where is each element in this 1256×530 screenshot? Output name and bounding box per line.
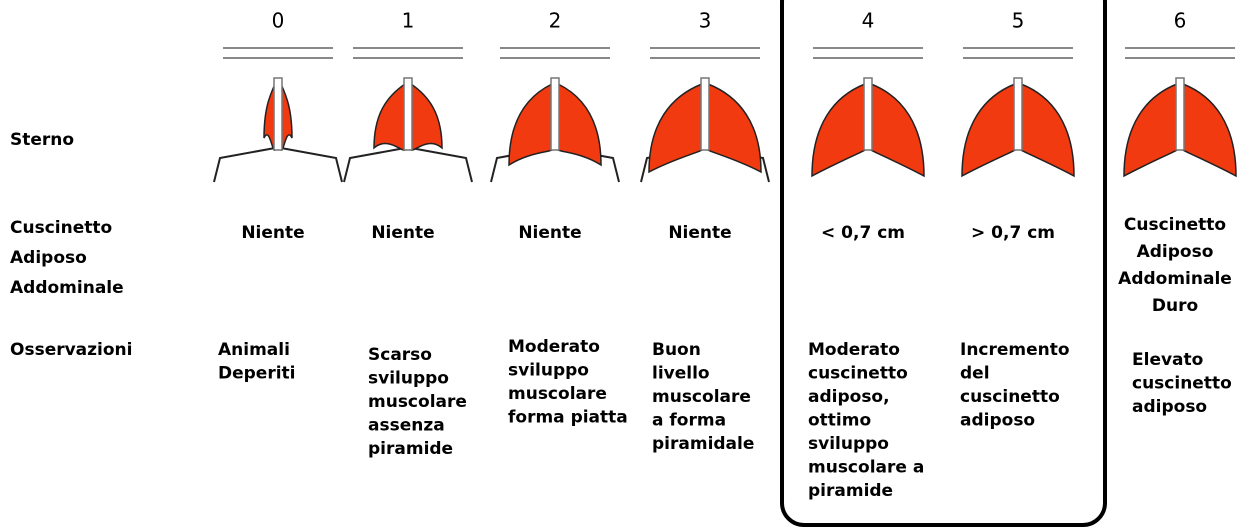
keel — [863, 77, 873, 151]
keel — [403, 77, 413, 151]
row-label: Sterno — [10, 130, 74, 150]
note: piramidale — [652, 434, 754, 454]
note: Scarso — [368, 345, 432, 365]
fat-value: Adiposo — [1137, 242, 1214, 262]
score: 6 — [1174, 9, 1187, 33]
body-outline — [213, 147, 276, 183]
row-label: Osservazioni — [10, 340, 133, 360]
note: adiposo, — [808, 387, 890, 407]
score: 4 — [862, 9, 875, 33]
keel — [273, 77, 283, 151]
note: del — [960, 364, 990, 384]
note: Incremento — [960, 340, 1070, 360]
muscle — [508, 82, 553, 167]
note: livello — [652, 364, 710, 384]
note: assenza — [368, 416, 445, 436]
muscle — [811, 82, 866, 178]
fat-value: Addominale — [1118, 269, 1232, 289]
score: 2 — [549, 9, 562, 33]
keel — [1175, 77, 1185, 151]
fat-value: Niente — [668, 223, 731, 243]
muscle — [1020, 82, 1075, 178]
highlight-box — [780, 0, 1107, 527]
muscle — [707, 82, 762, 174]
fat-value: < 0,7 cm — [821, 223, 905, 243]
note: Buon — [652, 340, 701, 360]
fat-value: Niente — [371, 223, 434, 243]
muscle — [961, 82, 1016, 178]
note: cuscinetto — [808, 364, 908, 384]
muscle — [557, 82, 602, 167]
row-label: Cuscinetto — [10, 218, 112, 238]
note: cuscinetto — [960, 387, 1060, 407]
row-label: Adiposo — [10, 248, 87, 268]
fat-value: Niente — [518, 223, 581, 243]
muscle — [1182, 82, 1237, 178]
muscle — [1123, 82, 1178, 178]
score: 0 — [272, 9, 285, 33]
note: Animali — [218, 340, 290, 360]
body-outline — [280, 147, 343, 183]
fat-value: Niente — [241, 223, 304, 243]
note: Elevato — [1132, 350, 1203, 370]
muscle — [648, 82, 703, 174]
muscle — [373, 82, 406, 151]
note: Moderato — [808, 340, 900, 360]
note: sviluppo — [508, 361, 589, 381]
score: 3 — [699, 9, 712, 33]
fat-value: Duro — [1152, 296, 1198, 316]
note: muscolare a — [808, 458, 924, 478]
note: Deperiti — [218, 364, 296, 384]
body-outline — [410, 147, 473, 183]
row-label: Addominale — [10, 278, 124, 298]
score: 5 — [1012, 9, 1025, 33]
note: cuscinetto — [1132, 374, 1232, 394]
note: piramide — [368, 439, 453, 459]
note: muscolare — [508, 384, 607, 404]
note: adiposo — [1132, 397, 1207, 417]
fat-value: Cuscinetto — [1124, 215, 1226, 235]
keel — [1013, 77, 1023, 151]
keel — [700, 77, 710, 151]
score: 1 — [402, 9, 415, 33]
muscle — [410, 82, 443, 151]
note: muscolare — [652, 387, 751, 407]
body-outline — [343, 147, 406, 183]
note: adiposo — [960, 411, 1035, 431]
note: sviluppo — [368, 369, 449, 389]
note: a forma — [652, 411, 726, 431]
note: piramide — [808, 481, 893, 501]
note: muscolare — [368, 392, 467, 412]
note: forma piatta — [508, 408, 628, 428]
muscle — [870, 82, 925, 178]
fat-value: > 0,7 cm — [971, 223, 1055, 243]
keel — [550, 77, 560, 151]
note: ottimo — [808, 411, 871, 431]
note: Moderato — [508, 337, 600, 357]
note: sviluppo — [808, 434, 889, 454]
